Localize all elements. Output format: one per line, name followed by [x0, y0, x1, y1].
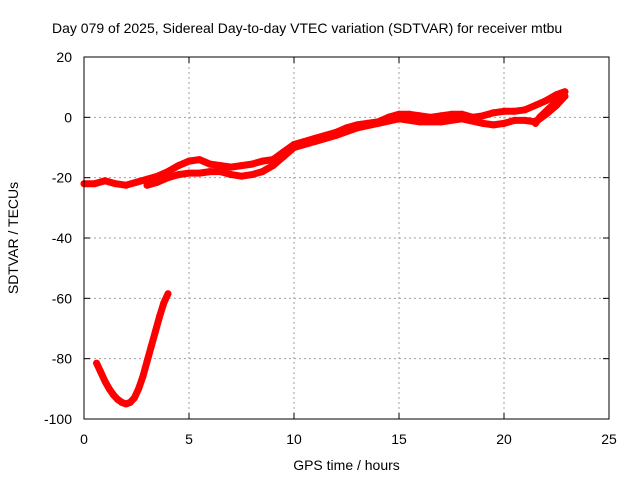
sdtvar-early-segment-point [126, 398, 134, 406]
sdtvar-late-tail-point [532, 119, 539, 127]
sdtvar-main-point [175, 162, 182, 170]
sdtvar-variant-point [511, 116, 518, 124]
sdtvar-main-point [542, 97, 550, 105]
sdtvar-variant-point [238, 172, 245, 180]
y-tick-label: -60 [52, 290, 72, 306]
sdtvar-main-point [185, 157, 193, 165]
sdtvar-main-point [206, 160, 214, 168]
sdtvar-variant-point [332, 131, 340, 139]
sdtvar-main-point [248, 160, 256, 168]
sdtvar-main-point [406, 110, 413, 118]
x-axis-label: GPS time / hours [293, 457, 400, 473]
sdtvar-main-point [217, 162, 224, 170]
sdtvar-variant-point [479, 119, 487, 127]
sdtvar-variant-point [206, 168, 214, 176]
sdtvar-main-point [448, 110, 455, 118]
y-tick-label: -40 [52, 230, 72, 246]
x-tick-label: 0 [80, 431, 88, 447]
sdtvar-variant-point [490, 121, 497, 129]
sdtvar-main-point [532, 101, 539, 109]
sdtvar-main-point [500, 107, 508, 115]
sdtvar-main-point [238, 162, 245, 170]
x-tick-label: 5 [185, 431, 193, 447]
sdtvar-early-segment-point [151, 328, 159, 335]
sdtvar-main-point [112, 180, 119, 188]
x-tick-label: 15 [391, 431, 407, 447]
sdtvar-variant-point [416, 118, 424, 126]
sdtvar-main-point [164, 168, 172, 176]
sdtvar-main-point [133, 178, 140, 186]
sdtvar-variant-point [561, 92, 569, 100]
data-series [80, 88, 569, 408]
sdtvar-late-tail-point [542, 107, 550, 115]
sdtvar-variant-point [196, 169, 203, 177]
sdtvar-variant-point [500, 119, 508, 127]
sdtvar-variant-point [175, 171, 182, 179]
chart-title: Day 079 of 2025, Sidereal Day-to-day VTE… [52, 20, 562, 36]
sdtvar-main-point [511, 107, 518, 115]
sdtvar-variant-point [353, 124, 361, 132]
sdtvar-early-segment-point [164, 290, 172, 298]
sdtvar-main-point [416, 112, 424, 120]
y-tick-label: -80 [52, 351, 72, 367]
sdtvar-late-tail-point [536, 113, 544, 121]
sdtvar-variant-point [521, 116, 529, 124]
sdtvar-main-point [122, 181, 130, 189]
x-tick-label: 10 [286, 431, 302, 447]
x-tick-label: 20 [496, 431, 512, 447]
sdtvar-early-segment-point [105, 385, 113, 393]
y-tick-label: -100 [44, 411, 72, 427]
sdtvar-variant-point [164, 174, 172, 182]
sdtvar-variant-point [269, 162, 277, 170]
sdtvar-early-segment-point [97, 368, 105, 376]
sdtvar-main-point [91, 180, 98, 188]
sdtvar-main-point [143, 175, 151, 183]
x-tick-label: 25 [601, 431, 617, 447]
sdtvar-main-point [227, 163, 235, 171]
sdtvar-early-segment-point [130, 394, 138, 402]
y-axis-label: SDTVAR / TECUs [5, 182, 21, 294]
sdtvar-variant-point [458, 115, 466, 123]
sdtvar-main-point [101, 177, 109, 185]
y-tick-label: -20 [52, 170, 72, 186]
sdtvar-early-segment-point [101, 377, 109, 385]
sdtvar-early-segment-point [160, 299, 168, 307]
sdtvar-variant-point [290, 144, 298, 151]
sdtvar-main-point [490, 109, 497, 117]
sdtvar-early-segment-point [135, 385, 143, 393]
y-tick-label: 20 [56, 49, 72, 65]
sdtvar-variant-point [280, 153, 287, 161]
sdtvar-main-point [259, 157, 266, 165]
sdtvar-main-point [437, 112, 445, 120]
sdtvar-early-segment-point [156, 312, 164, 320]
sdtvar-early-segment-point [143, 358, 151, 366]
sdtvar-late-tail-point [548, 101, 556, 109]
y-tick-label: 0 [64, 109, 72, 125]
sdtvar-variant-point [185, 169, 193, 177]
sdtvar-variant-point [259, 168, 266, 176]
sdtvar-variant-point [374, 119, 382, 127]
sdtvar-variant-point [217, 168, 224, 176]
sdtvar-variant-point [143, 181, 151, 189]
sdtvar-early-segment-point [93, 359, 101, 367]
sdtvar-variant-point [311, 138, 319, 145]
sdtvar-early-segment-point [147, 343, 155, 351]
sdtvar-variant-point [437, 118, 445, 126]
sdtvar-variant-point [395, 115, 403, 123]
axis-ticks: 0 5 10 15 20 25 -100 -80 -60 -40 -20 0 20 [44, 49, 617, 447]
sdtvar-early-segment-point [139, 373, 147, 381]
sdtvar-main-point [196, 156, 203, 164]
sdtvar-variant-point [154, 178, 161, 186]
sdtvar-late-tail-point [555, 95, 563, 103]
sdtvar-early-segment-point [109, 391, 117, 399]
sdtvar-main-point [479, 112, 487, 120]
sdtvar-main-point [521, 106, 529, 114]
sdtvar-variant-point [227, 171, 235, 179]
sdtvar-variant-point [248, 171, 256, 179]
